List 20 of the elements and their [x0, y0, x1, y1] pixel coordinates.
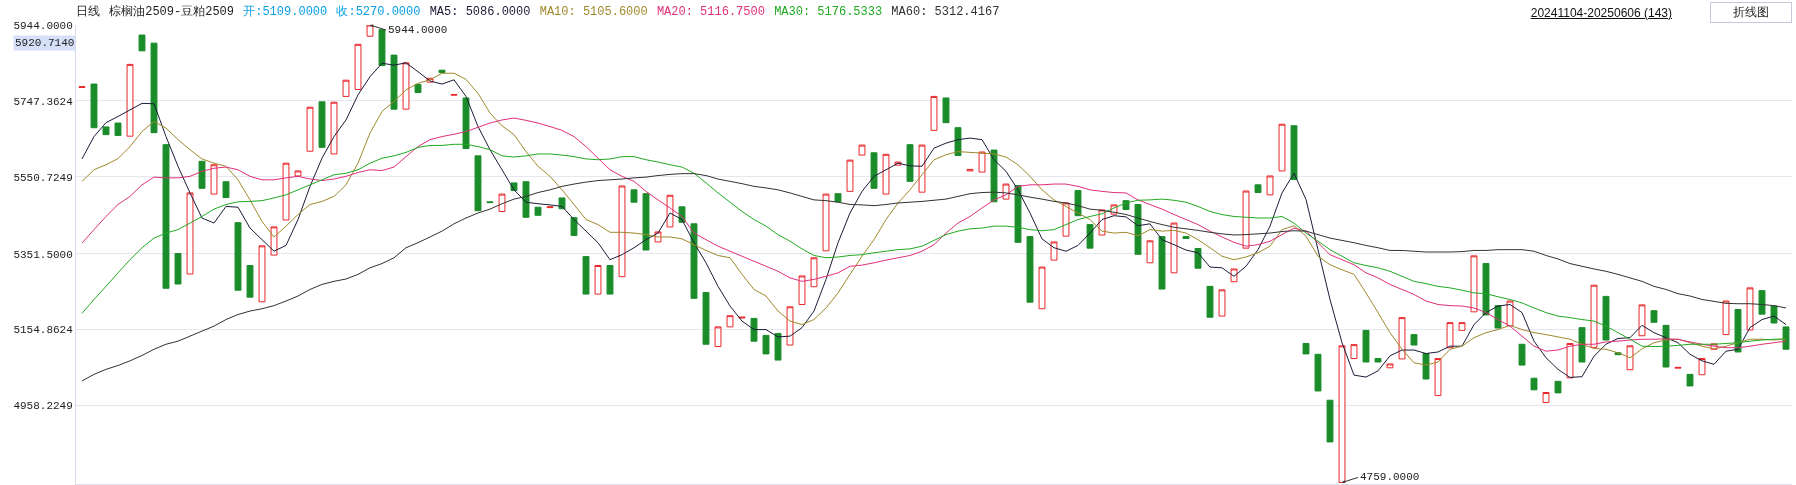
- y-tick-label: 5944.0000: [13, 19, 73, 32]
- text: MA60: 5312.4167: [891, 5, 1000, 19]
- y-tick-label: 5154.8624: [13, 324, 74, 337]
- y-tick-label: 5550.7249: [13, 171, 73, 184]
- text: 收:5270.0000: [336, 5, 422, 19]
- text: MA10: 5105.6000: [539, 5, 649, 19]
- text: 折线图: [1710, 2, 1792, 23]
- text: 20241104-20250606 (143): [1530, 5, 1672, 20]
- text: 5920.7140: [15, 37, 75, 49]
- y-tick-label: 5747.3624: [13, 95, 74, 108]
- text: MA20: 5116.7500: [656, 5, 766, 19]
- text: 开:5109.0000: [243, 5, 329, 19]
- annotation: 5944.0000: [388, 24, 448, 36]
- chart-title: 日线: [76, 5, 101, 19]
- y-tick-label: 4958.2249: [13, 400, 73, 413]
- chart-subtitle: 棕榈油2509-豆粕2509: [109, 5, 235, 19]
- annotation: 4759.0000: [1360, 471, 1420, 483]
- text: MA30: 5176.5333: [774, 5, 884, 19]
- text: MA5: 5086.0000: [429, 5, 532, 19]
- y-tick-label: 5351.5000: [13, 248, 73, 261]
